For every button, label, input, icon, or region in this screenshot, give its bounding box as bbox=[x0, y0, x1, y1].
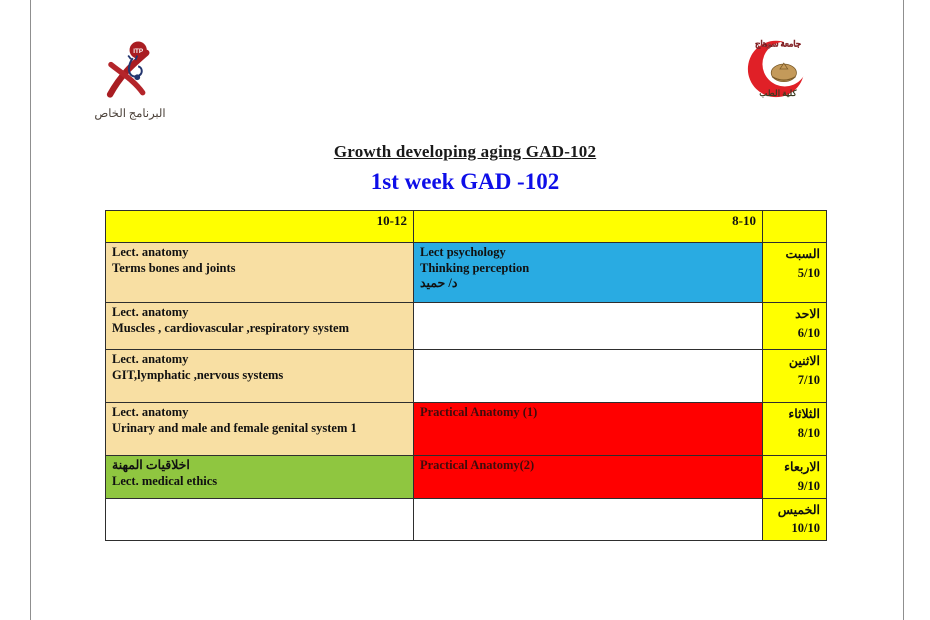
lesson-line: Practical Anatomy (1) bbox=[420, 405, 538, 419]
day-name: السبت bbox=[785, 247, 820, 261]
itp-badge-text: ITP bbox=[133, 48, 143, 55]
cell-tue-10-12: Lect. anatomy Urinary and male and femal… bbox=[105, 402, 414, 456]
cell-mon-10-12: Lect. anatomy GIT,lymphatic ,nervous sys… bbox=[105, 349, 414, 403]
cell-sun-8-10 bbox=[413, 302, 763, 350]
table-row-sunday: Lect. anatomy Muscles , cardiovascular ,… bbox=[105, 302, 827, 350]
cell-wed-8-10: Practical Anatomy(2) bbox=[413, 455, 763, 499]
day-name: الاحد bbox=[795, 307, 820, 321]
cell-sat-8-10: Lect psychology Thinking perception د/ ح… bbox=[413, 242, 763, 303]
day-date: 8/10 bbox=[797, 425, 820, 440]
lesson-line: GIT,lymphatic ,nervous systems bbox=[112, 367, 284, 382]
day-date: 6/10 bbox=[797, 325, 820, 340]
lesson-line: Lect. anatomy bbox=[112, 245, 189, 259]
lesson-line: Lect. anatomy bbox=[112, 405, 189, 419]
cell-sat-10-12: Lect. anatomy Terms bones and joints bbox=[105, 242, 414, 303]
cell-wed-10-12: اخلاقيات المهنة Lect. medical ethics bbox=[105, 455, 414, 499]
table-row-thursday: الخميس 10/10 bbox=[105, 497, 827, 541]
table-row-tuesday: Lect. anatomy Urinary and male and femal… bbox=[105, 402, 827, 456]
lesson-line: Urinary and male and female genital syst… bbox=[112, 420, 357, 435]
cell-day-wednesday: الاربعاء 9/10 bbox=[762, 455, 827, 499]
table-row-saturday: Lect. anatomy Terms bones and joints Lec… bbox=[105, 242, 827, 303]
week-title: 1st week GAD -102 bbox=[370, 169, 560, 194]
lesson-line-arabic: اخلاقيات المهنة bbox=[112, 458, 190, 472]
time-header-row: 10-12 8-10 bbox=[105, 210, 827, 243]
day-date: 5/10 bbox=[797, 265, 820, 280]
special-program-logo: ITP البرنامج الخاص bbox=[78, 40, 182, 120]
lesson-line: Muscles , cardiovascular ,respiratory sy… bbox=[112, 320, 349, 335]
table-row-wednesday: اخلاقيات المهنة Lect. medical ethics Pra… bbox=[105, 455, 827, 499]
day-name: الاربعاء bbox=[784, 460, 820, 474]
cell-tue-8-10: Practical Anatomy (1) bbox=[413, 402, 763, 456]
schedule-table: 10-12 8-10 Lect. anatomy Terms bones and… bbox=[105, 210, 827, 541]
day-name: الثلاثاء bbox=[788, 407, 820, 421]
cell-mon-8-10 bbox=[413, 349, 763, 403]
cell-day-monday: الاثنين 7/10 bbox=[762, 349, 827, 403]
lesson-line: Lect. anatomy bbox=[112, 305, 189, 319]
day-date: 9/10 bbox=[797, 478, 820, 493]
cell-thu-10-12 bbox=[105, 497, 414, 541]
lecturer-name: د/ حميد bbox=[420, 276, 458, 291]
lesson-line: Practical Anatomy(2) bbox=[420, 458, 535, 472]
page-edge-right bbox=[903, 0, 904, 620]
faculty-name-text: كلية الطب bbox=[759, 88, 797, 99]
time-header-10-12: 10-12 bbox=[105, 210, 414, 243]
cell-day-tuesday: الثلاثاء 8/10 bbox=[762, 402, 827, 456]
lesson-line: Thinking perception bbox=[420, 260, 530, 275]
time-header-8-10: 8-10 bbox=[413, 210, 763, 243]
table-row-monday: Lect. anatomy GIT,lymphatic ,nervous sys… bbox=[105, 349, 827, 403]
university-name-text: جامعة سوهاج bbox=[755, 40, 801, 50]
course-title: Growth developing aging GAD-102 bbox=[333, 142, 597, 161]
page-edge-left bbox=[30, 0, 31, 620]
left-logo-caption: البرنامج الخاص bbox=[94, 108, 166, 120]
itp-badge-icon bbox=[129, 41, 147, 59]
crescent-emblem-icon: جامعة سوهاج كلية الطب bbox=[747, 39, 808, 99]
cell-day-saturday: السبت 5/10 bbox=[762, 242, 827, 303]
day-name: الخميس bbox=[777, 502, 820, 517]
day-name: الاثنين bbox=[788, 354, 820, 368]
day-date: 10/10 bbox=[791, 521, 820, 536]
cell-thu-8-10 bbox=[413, 497, 763, 541]
itp-figure-icon: ITP bbox=[106, 41, 150, 98]
cell-day-sunday: الاحد 6/10 bbox=[762, 302, 827, 350]
cell-day-thursday: الخميس 10/10 bbox=[762, 497, 827, 541]
cell-sun-10-12: Lect. anatomy Muscles , cardiovascular ,… bbox=[105, 302, 414, 350]
lesson-line: Lect. anatomy bbox=[112, 352, 189, 366]
day-header bbox=[762, 210, 827, 243]
lesson-line: Lect. medical ethics bbox=[112, 473, 218, 488]
day-date: 7/10 bbox=[797, 372, 820, 387]
lesson-line: Terms bones and joints bbox=[112, 260, 236, 275]
lesson-line: Lect psychology bbox=[420, 245, 506, 259]
sohag-medicine-logo: جامعة سوهاج كلية الطب bbox=[740, 34, 816, 107]
